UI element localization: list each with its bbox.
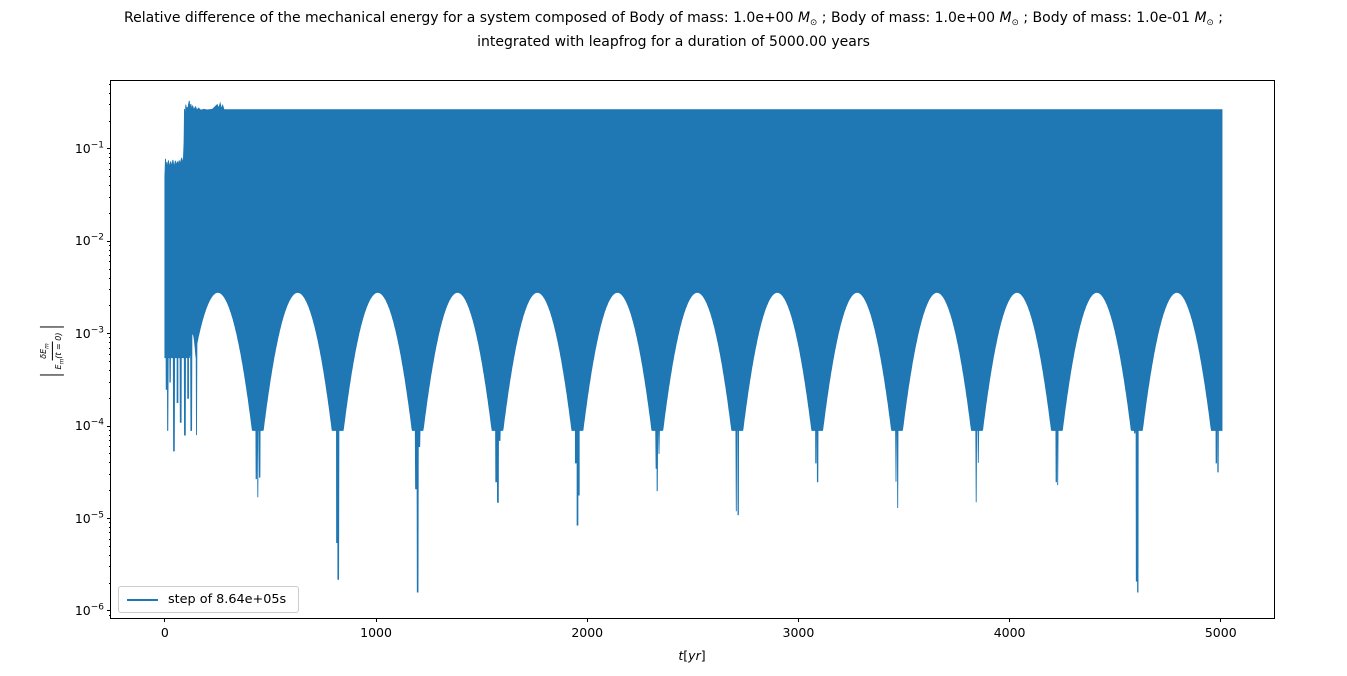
y-tick-mark: [107, 240, 111, 242]
y-minor-tick-mark: [108, 353, 111, 355]
ylabel-fraction: δEm Em(t = 0): [38, 332, 66, 370]
y-minor-tick-mark: [108, 614, 111, 616]
y-tick-label: 10−1: [74, 140, 104, 156]
y-tick-label: 10−2: [74, 232, 104, 249]
x-tick-label: 2000: [571, 625, 604, 640]
y-minor-tick-mark: [108, 522, 111, 524]
x-tick-label: 1000: [360, 625, 392, 640]
legend: step of 8.64e+05s: [118, 586, 300, 613]
plot-area: step of 8.64e+05s 0 1000 2000 3000 4000 5000 1…: [75, 80, 1275, 640]
plot-canvas: [164, 100, 1223, 593]
y-minor-tick-mark: [108, 268, 111, 270]
y-minor-tick-mark: [108, 566, 111, 568]
y-minor-tick-mark: [108, 104, 111, 106]
x-tick-mark: [1009, 618, 1011, 622]
y-minor-tick-mark: [108, 538, 111, 540]
y-minor-tick-mark: [108, 196, 111, 198]
y-minor-tick-mark: [108, 347, 111, 349]
y-minor-tick-mark: [108, 361, 111, 363]
y-minor-tick-mark: [108, 244, 111, 246]
y-minor-tick-mark: [108, 453, 111, 455]
y-minor-tick-mark: [108, 582, 111, 584]
x-tick-label: 5000: [1204, 625, 1237, 640]
y-minor-tick-mark: [108, 439, 111, 441]
y-minor-tick-mark: [108, 305, 111, 307]
y-minor-tick-mark: [108, 429, 111, 431]
ylabel-denominator: E: [53, 364, 63, 370]
y-minor-tick-mark: [108, 261, 111, 263]
x-tick-mark: [164, 618, 166, 622]
y-tick-mark: [107, 333, 111, 335]
x-tick-mark: [797, 618, 799, 622]
y-minor-tick-mark: [108, 120, 111, 122]
y-minor-tick-mark: [108, 434, 111, 436]
x-tick-mark: [586, 618, 588, 622]
ylabel-numerator: δE: [38, 348, 48, 359]
y-tick-label: 10−3: [74, 325, 104, 341]
chart-title-line2: integrated with leapfrog for a duration …: [477, 33, 870, 50]
x-tick-label: 4000: [993, 625, 1026, 640]
chart-title-line1: Relative difference of the mechanical en…: [124, 10, 1223, 29]
y-tick-label: 10−5: [74, 510, 104, 526]
y-minor-tick-mark: [108, 168, 111, 170]
chart-title: Relative difference of the mechanical en…: [4, 7, 1344, 53]
y-tick-label: 10−4: [74, 417, 104, 433]
y-tick-mark: [107, 610, 111, 612]
y-minor-tick-mark: [108, 277, 111, 279]
y-tick-mark: [107, 425, 111, 427]
x-tick-mark: [375, 618, 377, 622]
y-minor-tick-mark: [108, 212, 111, 214]
y-minor-tick-mark: [108, 381, 111, 383]
y-minor-tick-mark: [108, 289, 111, 291]
energy-series-area: [164, 100, 1223, 593]
y-minor-tick-mark: [108, 490, 111, 492]
y-minor-tick-mark: [108, 337, 111, 339]
y-minor-tick-mark: [108, 176, 111, 178]
y-minor-tick-mark: [108, 185, 111, 187]
x-axis-label: t[yr]: [678, 648, 706, 663]
y-tick-label: 10−6: [74, 602, 104, 618]
y-minor-tick-mark: [108, 83, 111, 85]
y-minor-tick-mark: [108, 473, 111, 475]
legend-label: step of 8.64e+05s: [168, 592, 287, 607]
y-minor-tick-mark: [108, 397, 111, 399]
y-minor-tick-mark: [108, 554, 111, 556]
y-minor-tick-mark: [108, 157, 111, 159]
x-tick-mark: [1220, 618, 1222, 622]
absolute-value-bar: [40, 326, 64, 328]
y-minor-tick-mark: [108, 462, 111, 464]
y-minor-tick-mark: [108, 545, 111, 547]
y-minor-tick-mark: [108, 255, 111, 257]
y-minor-tick-mark: [108, 369, 111, 371]
absolute-value-bar: [40, 374, 64, 376]
y-tick-mark: [107, 518, 111, 520]
y-minor-tick-mark: [108, 162, 111, 164]
y-minor-tick-mark: [108, 342, 111, 344]
y-minor-tick-mark: [108, 152, 111, 154]
y-minor-tick-mark: [108, 249, 111, 251]
y-minor-tick-mark: [108, 532, 111, 534]
x-tick-label: 3000: [782, 625, 815, 640]
legend-line-sample: [127, 598, 158, 601]
y-minor-tick-mark: [108, 92, 111, 94]
y-tick-mark: [107, 148, 111, 150]
y-minor-tick-mark: [108, 527, 111, 528]
y-minor-tick-mark: [108, 446, 111, 448]
x-tick-label: 0: [160, 625, 169, 640]
